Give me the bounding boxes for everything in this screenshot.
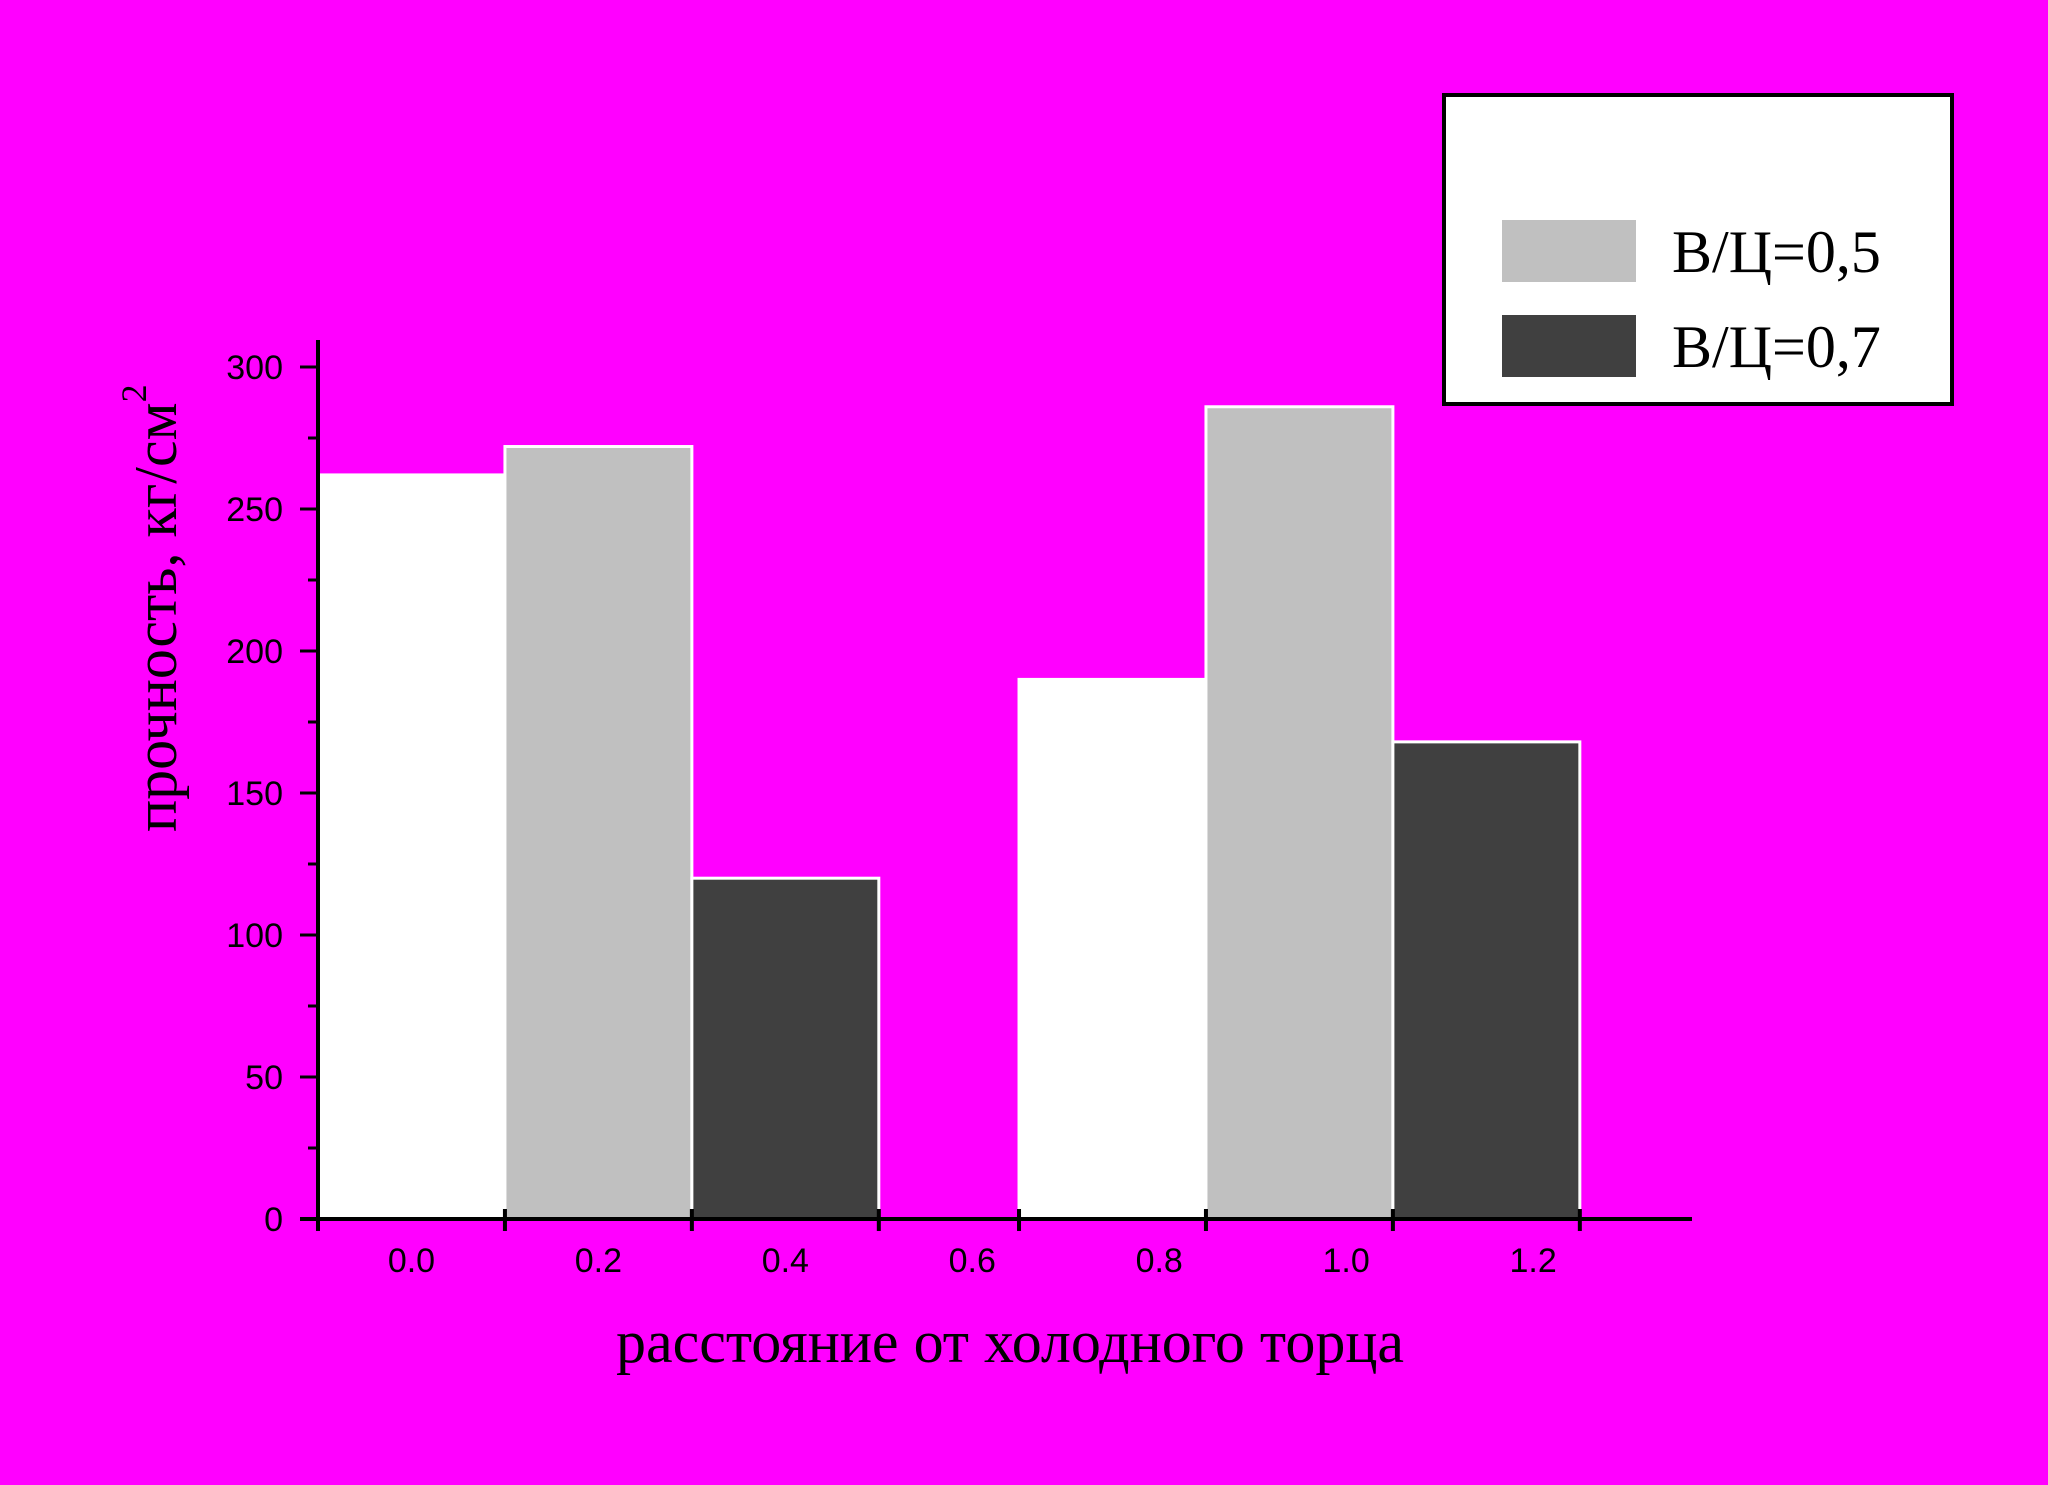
bar-series1-2 (1017, 677, 1208, 1221)
y-axis-label: прочность, кг/см (123, 402, 189, 832)
y-tick-label-300: 300 (226, 349, 283, 387)
x-axis-label: расстояние от холодного торца (616, 1309, 1404, 1375)
legend: В/Ц=0,5 В/Ц=0,7 (1442, 93, 1954, 406)
x-tick-label-0.4: 0.4 (762, 1242, 809, 1280)
x-tick-label-1.0: 1.0 (1323, 1242, 1370, 1280)
legend-swatch-2 (1502, 315, 1636, 377)
bar-series3-1 (690, 876, 881, 1221)
y-axis-label-group: прочность, кг/см2 (114, 384, 189, 832)
bar-series2-1 (503, 445, 694, 1221)
y-tick-label-150: 150 (226, 775, 283, 813)
legend-swatch-1 (1502, 220, 1636, 282)
axes-group: 0 50 100 150 200 250 300 0.0 0.2 0.4 0.6 0.8 1.0 1.2 (226, 340, 1692, 1280)
x-tick-label-0.0: 0.0 (388, 1242, 435, 1280)
x-tick-label-0.8: 0.8 (1136, 1242, 1183, 1280)
y-axis-label-superscript: 2 (114, 384, 154, 402)
bar-series3-2 (1391, 740, 1582, 1221)
x-tick-label-1.2: 1.2 (1509, 1242, 1556, 1280)
legend-label-1: В/Ц=0,5 (1672, 219, 1881, 285)
y-tick-label-200: 200 (226, 633, 283, 671)
y-tick-label-50: 50 (245, 1059, 283, 1097)
svg-text:прочность, кг/см2: прочность, кг/см2 (114, 384, 189, 832)
x-tick-label-0.2: 0.2 (575, 1242, 622, 1280)
y-tick-label-100: 100 (226, 917, 283, 955)
legend-label-2: В/Ц=0,7 (1672, 314, 1881, 380)
bar-series1-1 (316, 473, 507, 1221)
x-tick-label-0.6: 0.6 (949, 1242, 996, 1280)
bar-series2-2 (1204, 405, 1395, 1221)
bars-group (316, 405, 1582, 1221)
y-tick-label-250: 250 (226, 491, 283, 529)
y-tick-label-0: 0 (264, 1201, 283, 1239)
